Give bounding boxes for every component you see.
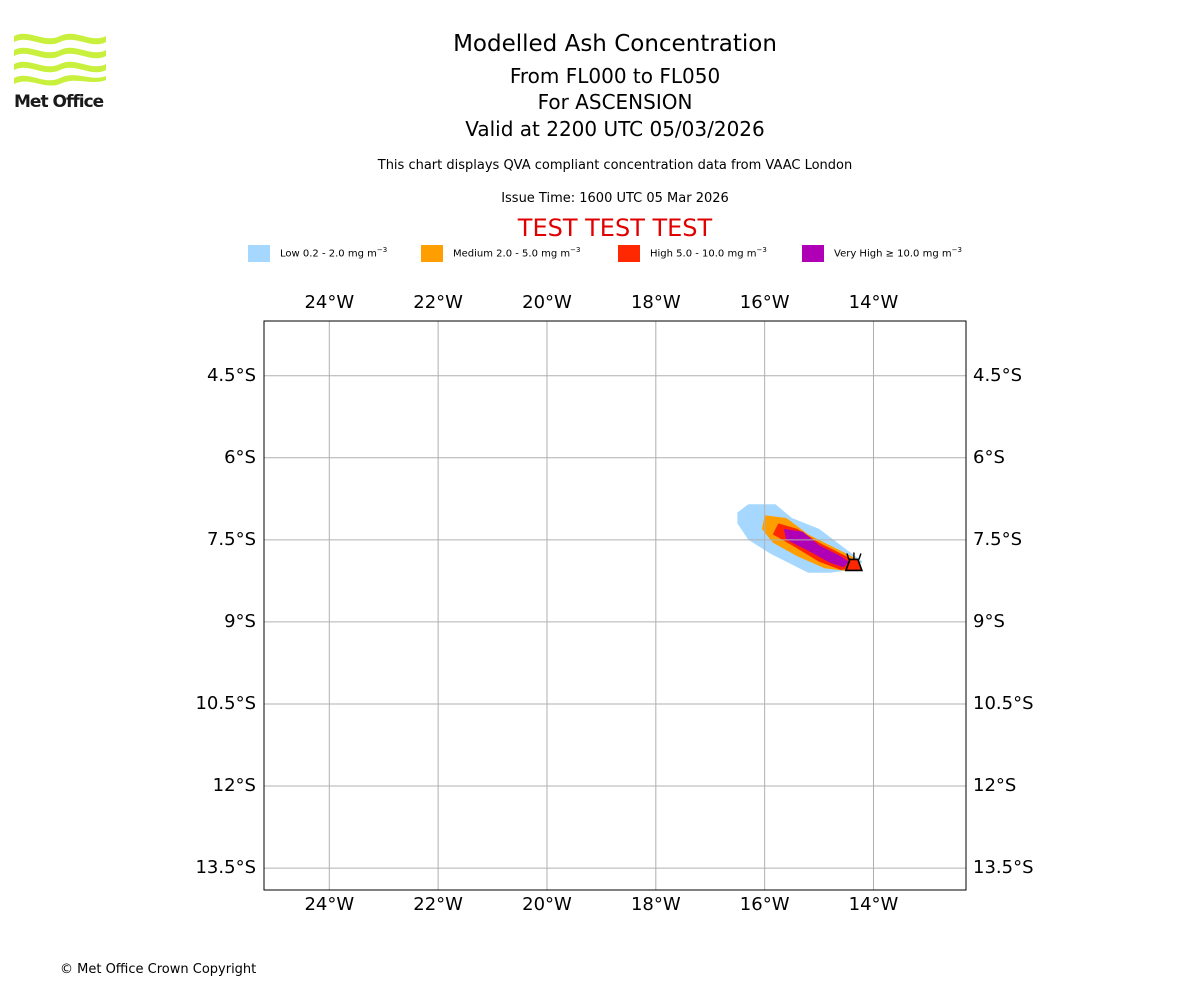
legend-item-high: High 5.0 - 10.0 mg m−3	[618, 244, 767, 262]
lon-label-top: 14°W	[848, 292, 899, 313]
met-office-logo-icon	[14, 33, 106, 86]
lat-label-left: 13.5°S	[195, 857, 256, 879]
location-title: For ASCENSION	[537, 90, 693, 114]
lon-label-bottom: 16°W	[739, 894, 790, 915]
legend-swatch-medium	[421, 244, 443, 262]
lat-label-left: 6°S	[224, 446, 256, 468]
lat-label-left: 12°S	[212, 775, 256, 797]
legend-label-very-high: Very High ≥ 10.0 mg m	[834, 248, 952, 260]
lon-label-top: 16°W	[739, 292, 790, 313]
lon-label-bottom: 18°W	[630, 894, 681, 915]
chart-title: Modelled Ash Concentration	[453, 31, 777, 57]
legend-label-low: Low 0.2 - 2.0 mg m	[280, 248, 377, 260]
lon-label-bottom: 24°W	[304, 894, 355, 915]
lat-label-left: 10.5°S	[195, 692, 256, 714]
lon-label-bottom: 20°W	[522, 894, 572, 915]
lat-label-left: 4.5°S	[206, 364, 256, 386]
lat-label-right: 12°S	[973, 775, 1017, 797]
legend-swatch-high	[618, 244, 640, 262]
lon-label-top: 22°W	[413, 292, 463, 313]
lat-label-left: 7.5°S	[206, 528, 256, 550]
legend-item-medium: Medium 2.0 - 5.0 mg m−3	[421, 244, 580, 262]
lat-label-right: 13.5°S	[973, 857, 1034, 879]
lon-label-top: 20°W	[522, 292, 572, 313]
lat-label-right: 6°S	[973, 446, 1005, 468]
lat-label-right: 10.5°S	[973, 692, 1034, 714]
logo-text: Met Office	[14, 92, 104, 112]
legend-label-high: High 5.0 - 10.0 mg m	[650, 248, 757, 260]
legend-swatch-low	[248, 244, 270, 262]
lon-label-top: 24°W	[304, 292, 355, 313]
legend-label-medium: Medium 2.0 - 5.0 mg m	[453, 248, 571, 260]
map-frame	[263, 320, 967, 891]
legend-item-very-high: Very High ≥ 10.0 mg m−3	[802, 244, 962, 262]
flight-levels: From FL000 to FL050	[509, 64, 721, 88]
lon-label-top: 18°W	[630, 292, 681, 313]
subtitle: This chart displays QVA compliant concen…	[377, 158, 853, 173]
lon-label-bottom: 22°W	[413, 894, 463, 915]
copyright: © Met Office Crown Copyright	[60, 962, 257, 977]
volcano-icon	[844, 552, 864, 572]
lon-label-bottom: 14°W	[848, 894, 899, 915]
test-banner: TEST TEST TEST	[517, 214, 713, 242]
issue-time: Issue Time: 1600 UTC 05 Mar 2026	[501, 191, 729, 206]
lat-label-right: 7.5°S	[973, 528, 1023, 550]
lat-label-right: 4.5°S	[973, 364, 1023, 386]
valid-time: Valid at 2200 UTC 05/03/2026	[465, 117, 765, 141]
legend-swatch-very-high	[802, 244, 824, 262]
plume-very-high	[783, 528, 849, 568]
lat-label-right: 9°S	[973, 610, 1005, 632]
legend-item-low: Low 0.2 - 2.0 mg m−3	[248, 244, 387, 262]
lat-label-left: 9°S	[224, 610, 256, 632]
